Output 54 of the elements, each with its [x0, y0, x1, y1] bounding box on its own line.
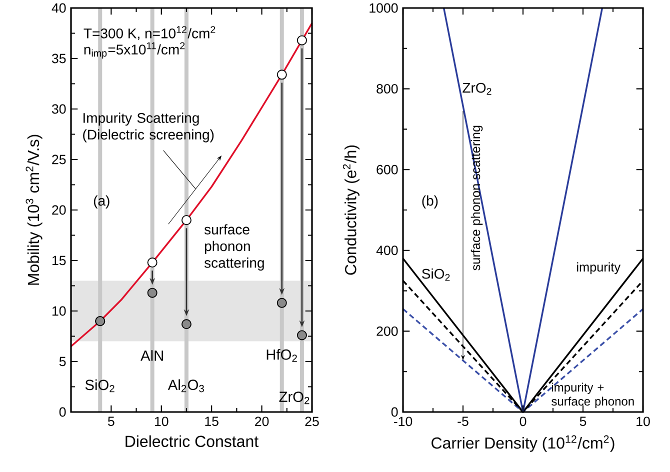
- annotation: T=300 K, n=10$^{12}$/cm$^{2}$: [84, 26, 216, 40]
- y-tick-label: 35: [52, 54, 66, 64]
- ref-line-label: ZrO$_{2}$: [279, 392, 310, 404]
- x-tick-label: -10: [394, 416, 412, 426]
- annotation: (a): [94, 195, 110, 208]
- x-tick-label: 0: [520, 416, 526, 426]
- x-tick-label: 15: [205, 416, 218, 426]
- point: [181, 215, 192, 226]
- y-tick-label: 1000: [370, 3, 398, 13]
- y-tick-label: 800: [376, 84, 398, 94]
- x-tick-label: 20: [255, 416, 269, 426]
- annotation: impurity: [577, 262, 621, 274]
- x-tick-label: 25: [305, 416, 319, 426]
- y-tick-label: 40: [52, 3, 66, 13]
- y-axis-title: Mobility (10$^{3}$ cm$^{2}$/V.s): [26, 134, 42, 285]
- point: [147, 288, 158, 298]
- annotation: surface phonon scattering: [204, 224, 264, 271]
- y-tick-label: 0: [391, 407, 398, 417]
- ref-line-label: HfO$_{2}$: [266, 349, 297, 362]
- x-axis-title: Dielectric Constant: [126, 435, 258, 448]
- y-tick-label: 5: [59, 356, 66, 366]
- x-tick-label: 10: [154, 416, 168, 426]
- y-tick-label: 600: [376, 164, 398, 174]
- annotation: ZrO$_{2}$: [462, 82, 492, 95]
- ref-line-label: SiO$_{2}$: [85, 379, 114, 392]
- y-tick-label: 30: [52, 104, 66, 114]
- y-tick-label: 25: [52, 154, 66, 164]
- x-tick-label: -5: [458, 416, 468, 426]
- line-series: [70, 22, 313, 348]
- annotation: n$_{imp}$=5x10$^{11}$/cm$^{2}$: [84, 42, 185, 59]
- annotation: (b): [422, 195, 438, 208]
- y-tick-label: 15: [52, 256, 66, 266]
- y-tick-label: 20: [52, 205, 66, 215]
- y-axis-title: Conductivity (e$^{2}$/h): [342, 145, 360, 275]
- y-tick-label: 400: [376, 246, 398, 256]
- annotation: impurity + surface phonon: [552, 382, 634, 408]
- point: [147, 258, 158, 268]
- x-tick-label: 5: [580, 416, 586, 426]
- y-tick-label: 200: [376, 326, 398, 336]
- annotation: surface phonon scattering: [470, 126, 483, 270]
- point: [181, 319, 192, 330]
- point: [296, 35, 307, 46]
- point: [276, 70, 287, 80]
- ref-line-label: AlN: [140, 350, 163, 361]
- annotation: SiO$_{2}$: [422, 268, 450, 281]
- ref-line-label: Al$_{2}$O$_{3}$: [168, 379, 204, 392]
- point: [276, 298, 287, 308]
- annotation: Impurity Scattering (Dielectric screening): [83, 112, 214, 142]
- x-tick-label: 10: [636, 416, 650, 426]
- y-tick-label: 0: [59, 407, 66, 417]
- point: [296, 330, 307, 340]
- y-tick-label: 10: [52, 306, 66, 316]
- x-tick-label: 5: [108, 416, 114, 426]
- x-axis-title: Carrier Density (10$^{12}$/cm$^{2}$): [432, 435, 614, 452]
